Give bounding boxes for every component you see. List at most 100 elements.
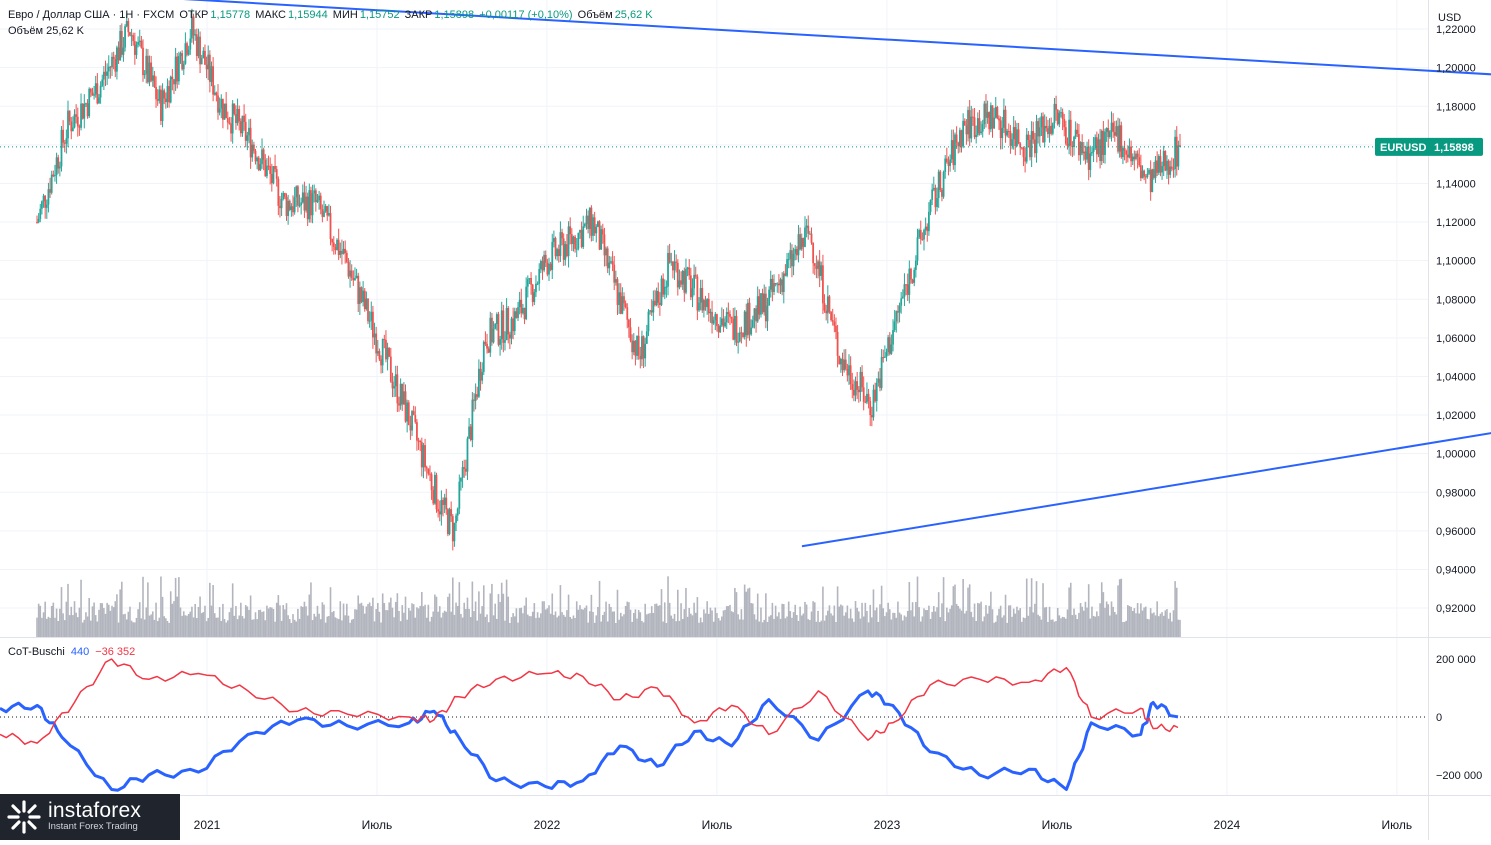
- candle-body: [497, 314, 500, 345]
- volume-bar: [331, 612, 333, 637]
- volume-bar: [230, 607, 232, 637]
- volume-bar: [81, 622, 84, 637]
- candle-body: [360, 287, 363, 302]
- volume-bar: [884, 616, 886, 637]
- volume-bar: [950, 605, 953, 637]
- candle-body: [996, 107, 999, 119]
- volume-bar: [944, 621, 947, 637]
- candle-body: [711, 311, 713, 324]
- volume-bar: [766, 621, 769, 637]
- candle-body: [655, 290, 658, 306]
- volume-bar: [235, 606, 237, 637]
- volume-bar: [427, 604, 430, 637]
- candle-body: [970, 116, 973, 139]
- volume-bar: [241, 616, 244, 637]
- candle-body: [585, 215, 588, 224]
- candle-body: [1082, 151, 1085, 154]
- candle-body: [363, 290, 366, 310]
- candle-body: [531, 284, 534, 303]
- volume-bar: [107, 604, 110, 637]
- candle-body: [324, 206, 327, 212]
- candle-body: [127, 20, 130, 33]
- volume-bar: [36, 617, 38, 637]
- candle-body: [590, 207, 593, 236]
- candle-body: [805, 225, 808, 228]
- candle-body: [1053, 103, 1056, 124]
- volume-bar: [344, 615, 346, 637]
- candle-body: [960, 130, 963, 147]
- candle-body: [1136, 153, 1139, 158]
- volume-bar: [528, 616, 531, 637]
- candle-body: [707, 298, 710, 314]
- candle-body: [787, 259, 790, 261]
- volume-bar: [530, 616, 532, 637]
- candle-body: [142, 47, 144, 76]
- volume-bar: [246, 606, 249, 637]
- volume-bar: [729, 604, 731, 637]
- volume-bar: [412, 604, 415, 637]
- volume-bar: [1071, 615, 1074, 637]
- volume-bar: [598, 580, 601, 637]
- candle-body: [536, 283, 539, 285]
- candle-body: [266, 165, 268, 177]
- volume-bar: [523, 605, 526, 637]
- volume-bar: [262, 611, 265, 637]
- candle-body: [313, 190, 316, 194]
- volume-bar: [929, 618, 932, 637]
- candle-body: [49, 189, 51, 193]
- volume-bar: [209, 582, 211, 637]
- candle-body: [1139, 165, 1142, 179]
- candle-body: [1149, 169, 1152, 193]
- volume-bar: [487, 622, 490, 637]
- candle-body: [766, 305, 769, 322]
- volume-bar: [632, 612, 635, 637]
- candle-body: [197, 36, 200, 57]
- candle-body: [44, 195, 47, 208]
- candle-body: [1177, 145, 1180, 167]
- instaforex-logo[interactable]: instaforex Instant Forex Trading: [0, 794, 180, 840]
- volume-bar: [515, 608, 518, 637]
- volume-bar: [1092, 615, 1095, 637]
- volume-bar: [548, 605, 550, 637]
- candle-body: [939, 171, 942, 190]
- candle-body: [381, 339, 384, 366]
- candle-body: [513, 311, 516, 332]
- volume-bar: [310, 582, 312, 637]
- candle-body: [448, 509, 451, 535]
- volume-bar: [372, 597, 374, 637]
- volume-bar: [846, 605, 849, 637]
- candle-body: [952, 140, 955, 166]
- candle-body: [1100, 130, 1103, 161]
- candle-body: [712, 320, 715, 324]
- volume-bar: [698, 622, 700, 637]
- volume-bar: [880, 585, 883, 637]
- candle-body: [375, 333, 378, 354]
- volume-bar: [994, 621, 997, 637]
- candle-body: [264, 159, 267, 177]
- volume-bar: [750, 603, 752, 637]
- candle-body: [621, 296, 624, 314]
- volume-bar: [86, 616, 89, 637]
- candle-body: [495, 314, 498, 324]
- candle-body: [195, 34, 198, 57]
- candle-body: [559, 232, 562, 257]
- candle-body: [76, 116, 79, 127]
- candle-body: [319, 195, 322, 210]
- volume-bar: [47, 616, 50, 637]
- volume-bar: [473, 611, 475, 637]
- volume-bar: [39, 605, 42, 637]
- volume-bar: [813, 602, 816, 637]
- candle-body: [85, 103, 87, 105]
- candle-body: [466, 438, 469, 472]
- volume-bar: [1003, 615, 1005, 637]
- candle-body: [598, 221, 601, 250]
- volume-bar: [716, 613, 718, 637]
- candle-body: [244, 121, 247, 141]
- candle-body: [184, 43, 187, 64]
- candle-body: [1024, 157, 1027, 162]
- volume-bar: [363, 613, 366, 637]
- candle-body: [662, 278, 665, 295]
- volume-bar: [500, 582, 503, 637]
